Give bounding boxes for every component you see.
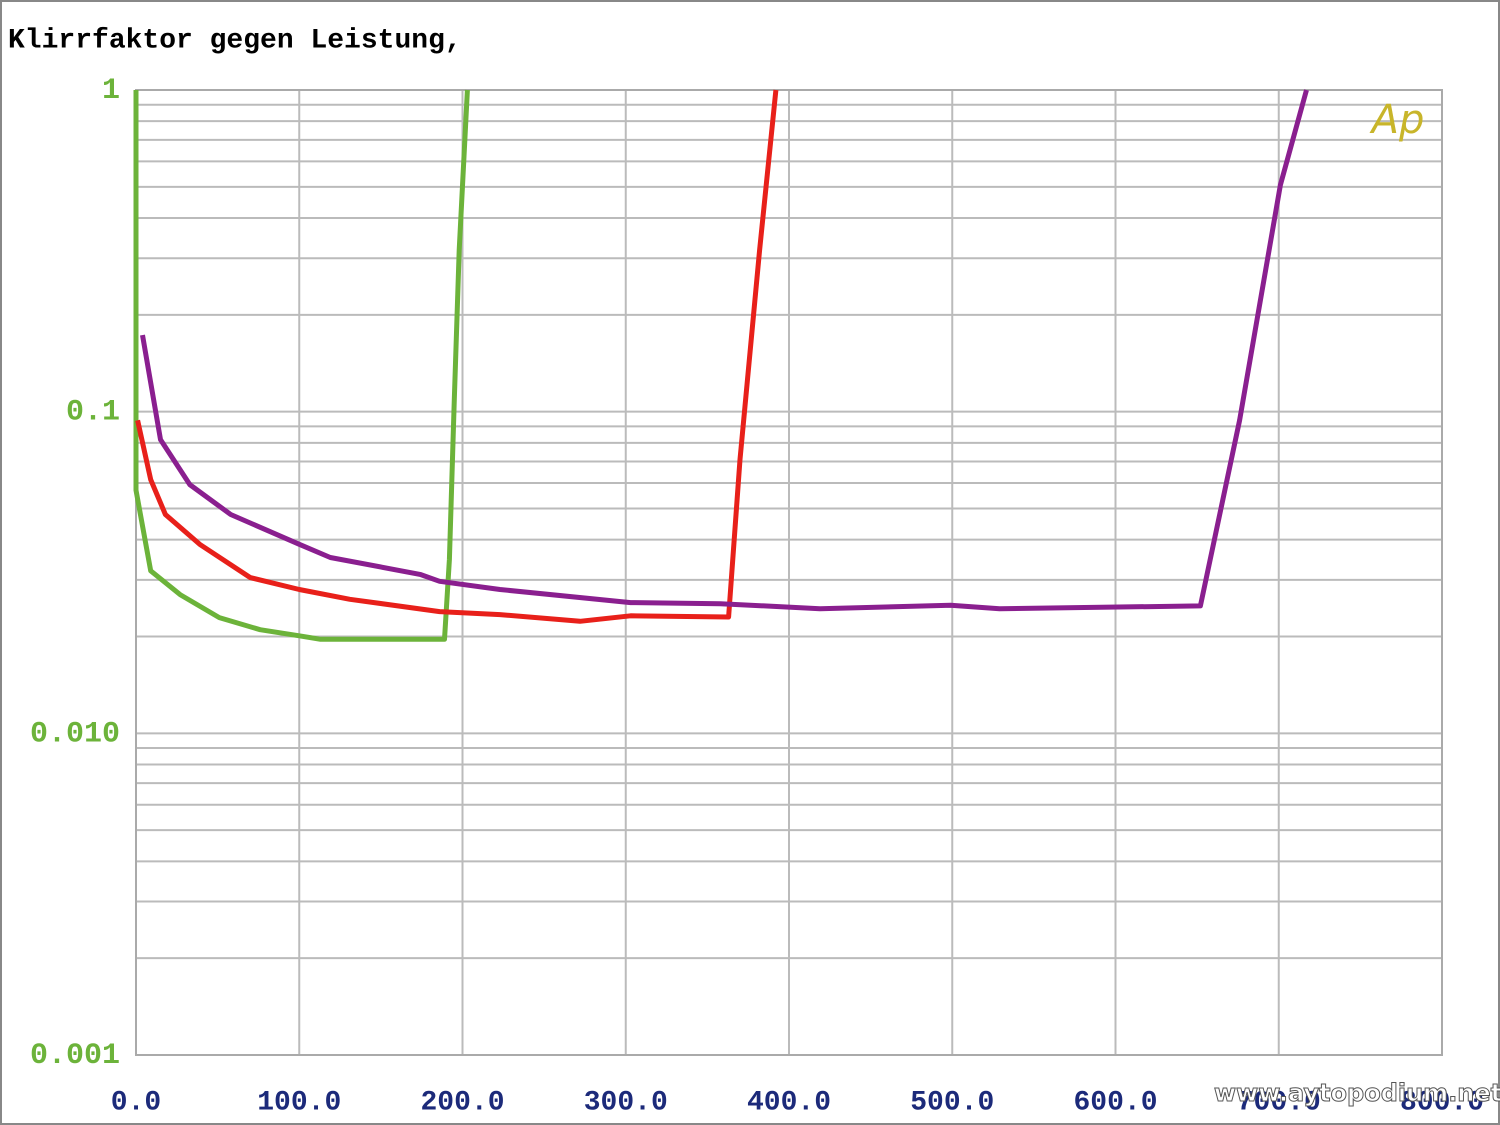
- y-tick-label: 1: [102, 74, 120, 108]
- plot-border: [135, 89, 1443, 1056]
- x-tick-label: 600.0: [1073, 1087, 1157, 1118]
- series-line: [140, 89, 1309, 612]
- x-tick-label: 800.0: [1400, 1087, 1484, 1118]
- y-tick-label: 0.1: [66, 396, 120, 430]
- series-line: [135, 89, 779, 624]
- y-tick-label: 0.001: [30, 1039, 120, 1073]
- watermark: www.aytopodium.net: [1214, 1079, 1500, 1107]
- x-tick-label: 300.0: [584, 1087, 668, 1118]
- series-line: [133, 89, 470, 642]
- chart-title: Klirrfaktor gegen Leistung,: [8, 25, 462, 56]
- x-tick-label: 0.0: [111, 1087, 161, 1118]
- y-tick-label: 0.010: [30, 717, 120, 751]
- x-tick-label: 700.0: [1237, 1087, 1321, 1118]
- logo: Ap: [1369, 97, 1425, 143]
- x-tick-label: 500.0: [910, 1087, 994, 1118]
- x-tick-label: 200.0: [420, 1087, 504, 1118]
- x-tick-label: 400.0: [747, 1087, 831, 1118]
- x-tick-label: 100.0: [257, 1087, 341, 1118]
